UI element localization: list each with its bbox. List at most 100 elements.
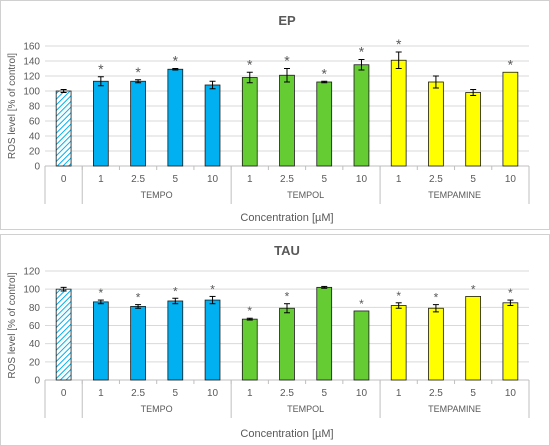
significance-marker: * — [359, 44, 365, 60]
significance-marker: * — [508, 286, 513, 300]
significance-marker: * — [434, 291, 439, 305]
x-category-label: 2.5 — [131, 388, 145, 399]
significance-marker: * — [471, 282, 476, 296]
y-tick-label: 20 — [29, 357, 41, 368]
y-tick-label: 100 — [23, 87, 40, 98]
y-tick-label: 80 — [29, 102, 41, 113]
x-category-label: 10 — [505, 388, 517, 399]
y-tick-label: 120 — [23, 267, 40, 278]
significance-marker: * — [99, 286, 104, 300]
x-group-label: TEMPOL — [287, 404, 324, 414]
x-group-label: TEMPOL — [287, 190, 324, 200]
bar — [428, 307, 444, 381]
y-tick-label: 40 — [29, 339, 41, 350]
chart-title: EP — [278, 13, 296, 28]
bar — [390, 59, 407, 167]
x-group-label: TEMPAMINE — [428, 404, 481, 414]
bar — [93, 301, 109, 381]
bar — [55, 288, 72, 381]
bar — [241, 77, 258, 167]
bar — [130, 306, 146, 381]
y-axis-label: ROS level [% of control] — [7, 272, 18, 378]
x-category-label: 1 — [396, 174, 402, 185]
significance-marker: * — [247, 56, 253, 72]
y-tick-label: 40 — [29, 132, 41, 143]
x-axis-label: Concentration [µM] — [240, 212, 333, 224]
significance-marker: * — [173, 284, 178, 298]
y-axis-label: ROS level [% of control] — [7, 53, 18, 159]
significance-marker: * — [359, 297, 364, 311]
x-category-label: 10 — [505, 174, 517, 185]
significance-marker: * — [285, 290, 290, 304]
significance-marker: * — [135, 64, 141, 80]
significance-marker: * — [136, 291, 141, 305]
x-category-label: 1 — [247, 174, 253, 185]
chart-panel-ep: EP 0 20 40 60 80 100 120 140 160 ROS level [% of c… — [0, 0, 550, 230]
y-tick-label: 140 — [23, 57, 40, 68]
bar — [279, 74, 295, 167]
y-tick-label: 160 — [23, 42, 40, 53]
x-category-label: 5 — [470, 174, 476, 185]
x-category-label: 10 — [207, 174, 219, 185]
bar — [316, 286, 333, 381]
x-category-label: 1 — [247, 388, 253, 399]
significance-marker: * — [396, 289, 401, 303]
significance-marker: * — [173, 53, 179, 69]
x-category-label: 5 — [173, 388, 179, 399]
bar — [353, 64, 370, 167]
x-category-label: 10 — [207, 388, 219, 399]
x-group-label: TEMPO — [141, 404, 173, 414]
bar — [167, 68, 184, 167]
significance-marker: * — [508, 56, 514, 72]
x-category-label: 10 — [356, 388, 368, 399]
x-category-label: 2.5 — [280, 388, 294, 399]
bar — [55, 90, 72, 167]
significance-marker: * — [210, 282, 215, 296]
x-axis-label: Concentration [µM] — [240, 428, 333, 440]
x-category-label: 1 — [98, 388, 104, 399]
x-category-label: 2.5 — [429, 388, 443, 399]
bar — [502, 71, 519, 167]
x-category-label: 5 — [470, 388, 476, 399]
bar — [204, 299, 221, 381]
x-group-label: TEMPO — [141, 190, 173, 200]
bar — [353, 310, 370, 381]
x-category-label: 5 — [173, 174, 179, 185]
x-category-label: 2.5 — [280, 174, 294, 185]
y-tick-label: 0 — [34, 376, 40, 387]
bar — [167, 300, 184, 381]
y-tick-label: 80 — [29, 303, 41, 314]
bar — [465, 92, 482, 167]
bar — [241, 318, 258, 381]
x-category-label: 5 — [321, 174, 327, 185]
x-category-label: 1 — [396, 388, 402, 399]
bar — [390, 305, 407, 381]
bar — [279, 307, 295, 381]
significance-marker: * — [284, 53, 290, 69]
y-tick-label: 20 — [29, 147, 41, 158]
y-tick-label: 120 — [23, 72, 40, 83]
bar — [502, 302, 519, 381]
y-tick-label: 100 — [23, 285, 40, 296]
significance-marker: * — [322, 65, 328, 81]
y-tick-label: 60 — [29, 117, 41, 128]
x-category-label: 2.5 — [429, 174, 443, 185]
y-tick-label: 0 — [34, 162, 40, 173]
x-category-label: 5 — [321, 388, 327, 399]
x-group-label: TEMPAMINE — [428, 190, 481, 200]
bar — [316, 81, 333, 167]
x-category-label: 10 — [356, 174, 368, 185]
y-tick-label: 60 — [29, 321, 41, 332]
significance-marker: * — [247, 304, 252, 318]
x-category-label: 2.5 — [131, 174, 145, 185]
bar — [465, 296, 482, 381]
bar — [428, 81, 444, 167]
chart-title: TAU — [274, 243, 300, 258]
x-category-label: 0 — [61, 174, 67, 185]
x-category-label: 0 — [61, 388, 67, 399]
bar — [130, 80, 146, 167]
bar — [204, 84, 221, 167]
